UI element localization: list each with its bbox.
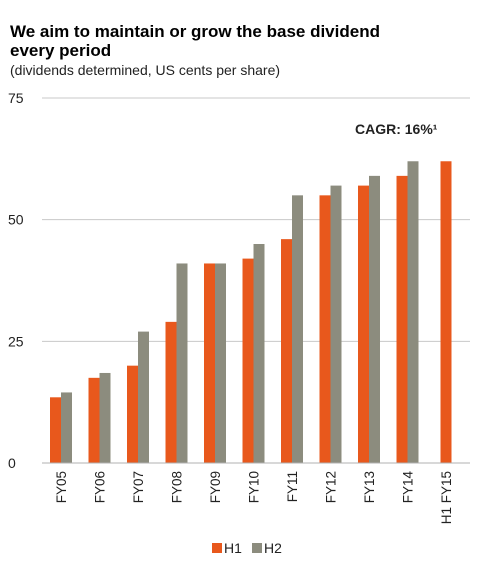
x-tick-label: FY06 (93, 471, 108, 503)
cagr-annotation: CAGR: 16%¹ (355, 121, 438, 137)
legend: H1 H2 (212, 540, 282, 556)
bar-h1-fy06 (88, 377, 100, 463)
legend-label-h1: H1 (224, 540, 242, 556)
bar-h2-fy12 (330, 185, 342, 463)
bar-h1-fy05 (50, 397, 61, 463)
y-tick-label: 25 (8, 333, 24, 349)
x-tick-label: FY14 (401, 471, 416, 504)
x-tick-label: FY09 (208, 471, 223, 503)
x-axis-ticks: FY05 FY06 FY07 FY08 FY09 FY10 FY11 FY12 FY13 FY14… (54, 471, 454, 525)
y-axis-ticks: 0 25 50 75 (8, 90, 24, 471)
bar-h2-fy07 (138, 331, 149, 463)
bar-h2-fy10 (253, 244, 265, 463)
bar-h1-fy07 (127, 365, 138, 463)
bar-h1-fy13 (358, 185, 369, 463)
bar-h1-fy10 (242, 258, 254, 463)
bar-h2-fy08 (176, 263, 188, 463)
x-tick-label: FY11 (285, 471, 300, 502)
bar-h1-fy11 (281, 239, 292, 463)
chart-title-line-1: We aim to maintain or grow the base divi… (10, 22, 380, 41)
legend-label-h2: H2 (264, 540, 282, 556)
bar-h2-fy14 (407, 161, 419, 463)
x-tick-label: FY12 (324, 471, 339, 503)
chart-title-line-2: every period (10, 41, 111, 60)
chart-subtitle: (dividends determined, US cents per shar… (10, 62, 280, 78)
x-tick-label: FY13 (362, 471, 377, 503)
y-tick-label: 50 (8, 212, 24, 228)
bar-h2-fy06 (99, 372, 111, 463)
bar-h1-fy09 (204, 263, 215, 463)
legend-swatch-h1 (212, 543, 222, 553)
bar-h1-fy08 (165, 321, 177, 463)
x-tick-label: H1 FY15 (439, 471, 454, 524)
bar-h2-fy13 (369, 175, 380, 463)
x-tick-label: FY05 (54, 471, 69, 503)
legend-swatch-h2 (252, 543, 262, 553)
x-tick-label: FY10 (247, 471, 262, 503)
bar-h1-fy14 (396, 175, 408, 463)
bar-h1-fy12 (319, 195, 331, 464)
x-tick-label: FY07 (131, 471, 146, 503)
x-tick-label: FY08 (170, 471, 185, 503)
bar-h2-fy11 (292, 195, 303, 464)
y-tick-label: 75 (8, 90, 24, 106)
y-tick-label: 0 (8, 455, 16, 471)
bar-h1-h1-fy15 (440, 161, 452, 463)
bars (50, 161, 452, 464)
bar-h2-fy05 (61, 392, 72, 463)
bar-h2-fy09 (215, 263, 226, 463)
